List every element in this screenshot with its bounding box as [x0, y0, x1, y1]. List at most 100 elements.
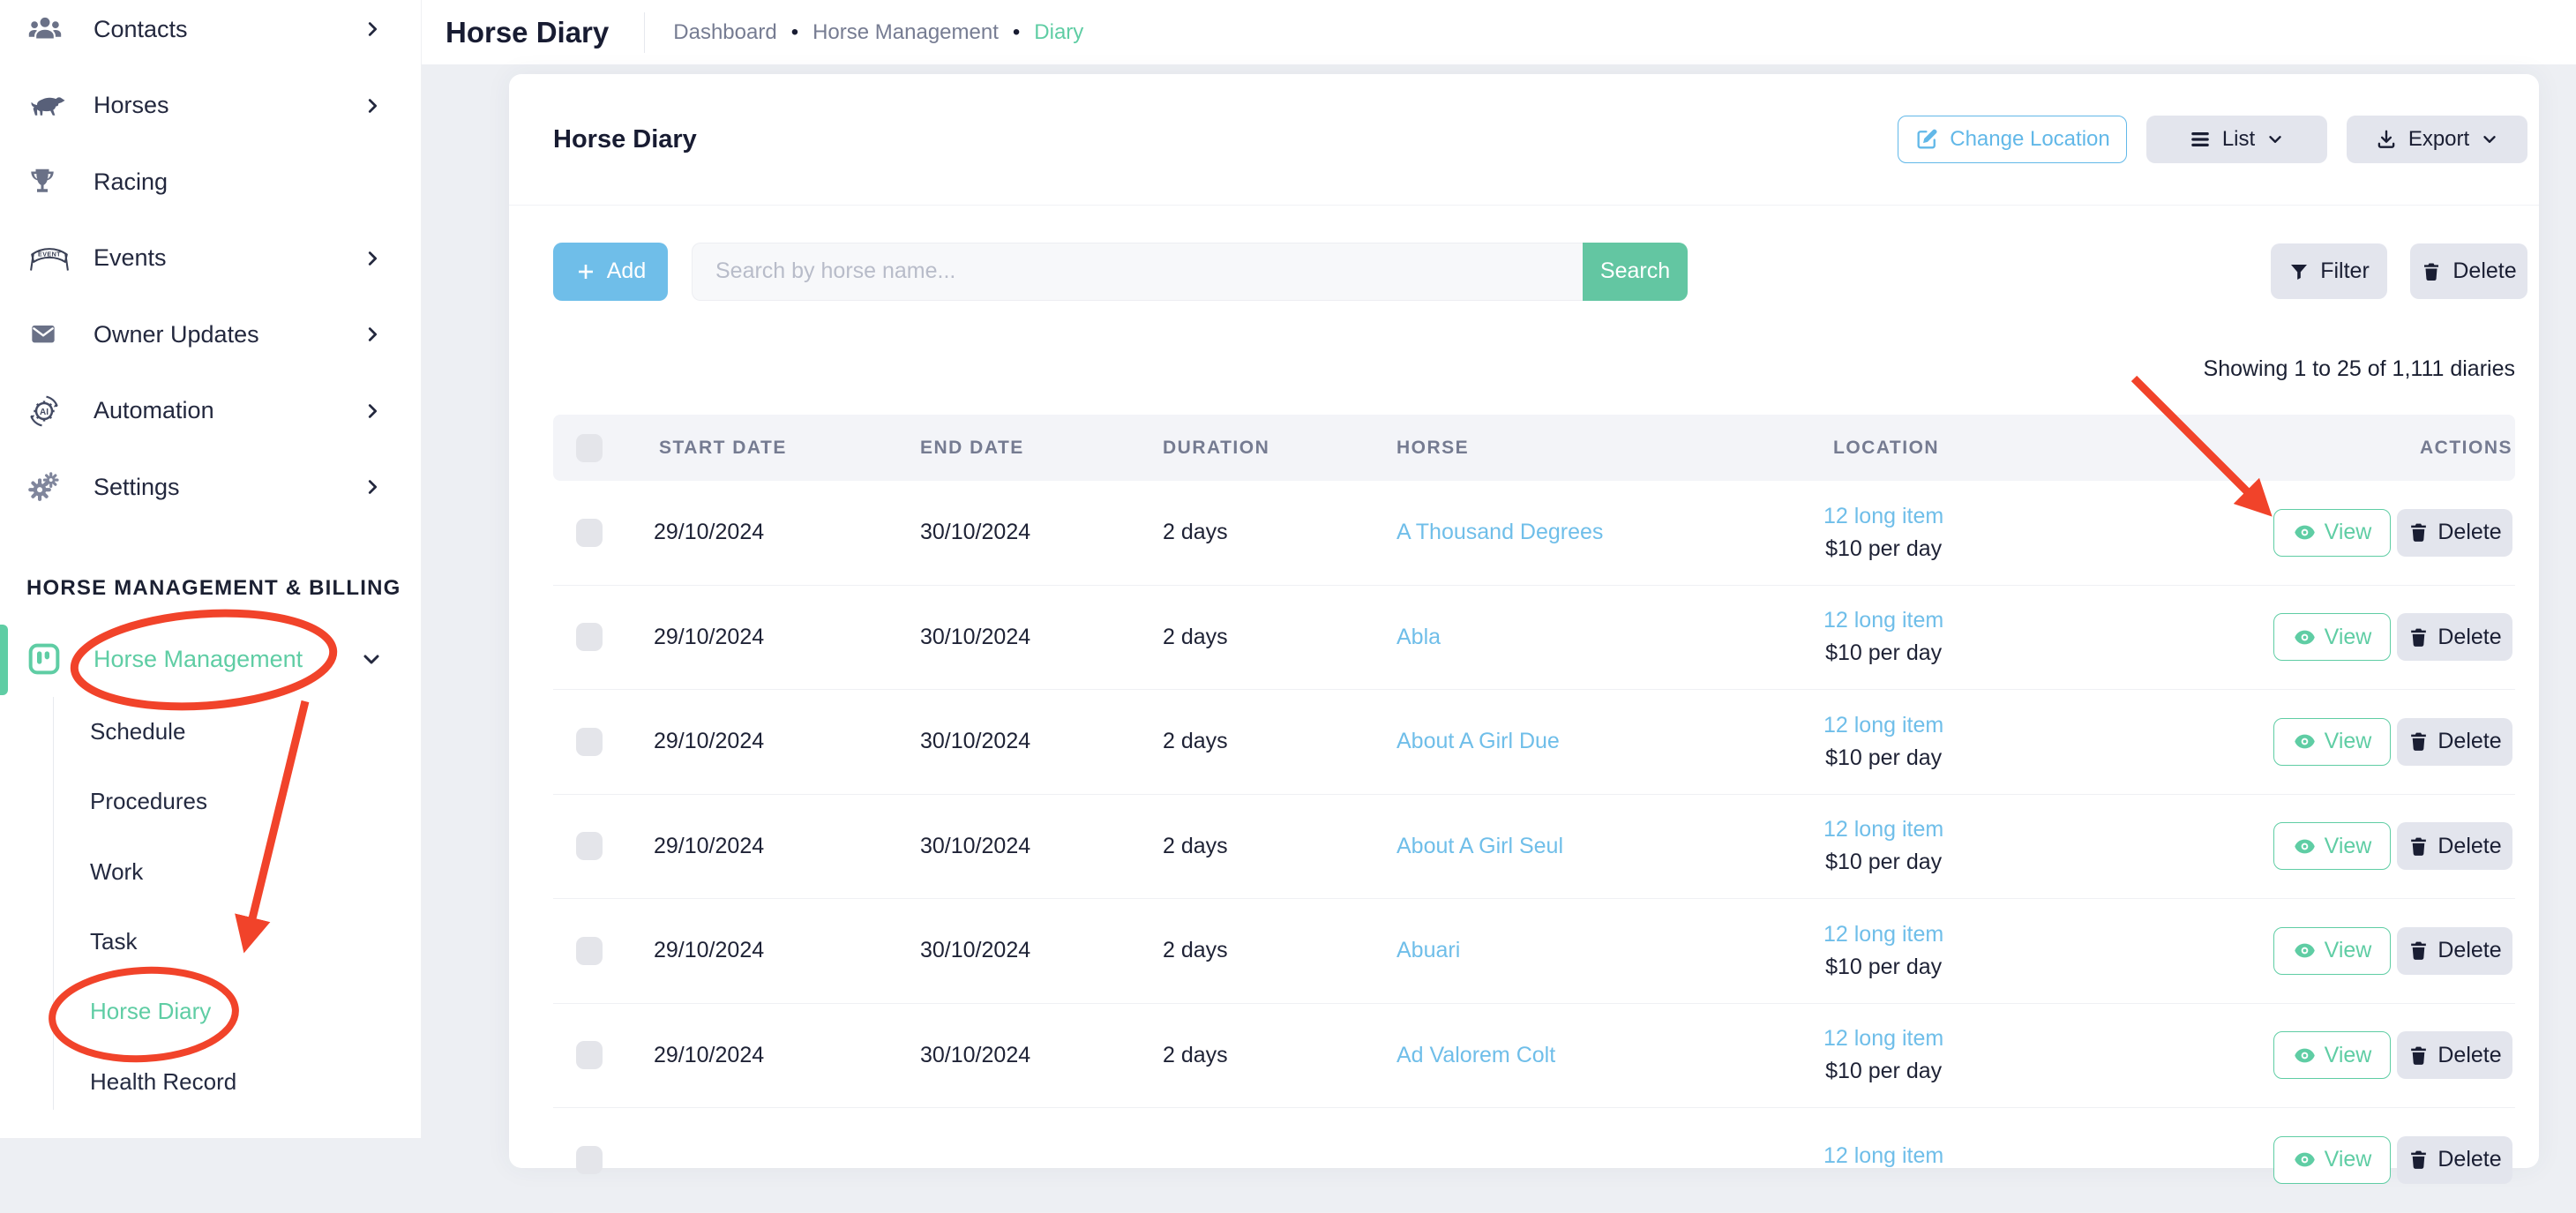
export-button[interactable]: Export	[2347, 116, 2527, 163]
delete-row-button[interactable]: Delete	[2397, 822, 2512, 871]
sidebar-item-contacts[interactable]: Contacts	[0, 0, 421, 68]
horse-link[interactable]: Abuari	[1397, 938, 1461, 963]
horse-diary-panel: Horse Diary Change Location List	[509, 74, 2539, 1213]
chevron-right-icon	[363, 477, 382, 497]
sidebar-item-horses[interactable]: Horses	[0, 68, 421, 145]
table-row: 29/10/2024 30/10/2024 2 days About A Gir…	[553, 690, 2515, 795]
horse-link[interactable]: Abla	[1397, 624, 1442, 649]
breadcrumb-horse-management[interactable]: Horse Management	[812, 19, 999, 44]
view-button[interactable]: View	[2273, 508, 2391, 557]
sidebar-item-settings[interactable]: Settings	[0, 449, 421, 526]
filter-button[interactable]: Filter	[2271, 243, 2387, 299]
trophy-icon	[31, 169, 54, 192]
sidebar-subitem-task[interactable]: Task	[90, 928, 138, 955]
search-bar: Search	[692, 242, 1688, 301]
contacts-icon	[28, 18, 62, 39]
view-button[interactable]: View	[2273, 717, 2391, 766]
eye-icon	[2293, 520, 2317, 544]
row-checkbox[interactable]	[576, 518, 603, 547]
sidebar-subitem-schedule[interactable]: Schedule	[90, 718, 186, 745]
delete-row-button[interactable]: Delete	[2397, 1135, 2512, 1184]
end-date-cell: 30/10/2024	[920, 729, 1031, 754]
location-cell: 12 long item	[1823, 1143, 1943, 1176]
sidebar-subitem-work[interactable]: Work	[90, 857, 144, 885]
start-date-cell: 29/10/2024	[654, 624, 765, 649]
trash-icon	[2408, 521, 2430, 543]
horse-link[interactable]: About A Girl Due	[1397, 729, 1560, 754]
start-date-cell: 29/10/2024	[654, 1042, 765, 1067]
delete-label: Delete	[2452, 258, 2517, 283]
sidebar-subitem-horse-diary[interactable]: Horse Diary	[90, 998, 212, 1025]
row-checkbox[interactable]	[576, 623, 603, 652]
horse-link[interactable]: Ad Valorem Colt	[1397, 1042, 1556, 1067]
view-button[interactable]: View	[2273, 613, 2391, 662]
row-checkbox[interactable]	[576, 1145, 603, 1174]
sidebar-subitem-procedures[interactable]: Procedures	[90, 788, 207, 815]
delete-row-button[interactable]: Delete	[2397, 1031, 2512, 1080]
list-view-button[interactable]: List	[2146, 116, 2327, 163]
sidebar-subitem-health-record[interactable]: Health Record	[90, 1067, 237, 1095]
eye-icon	[2293, 1148, 2317, 1172]
sidebar-item-racing[interactable]: Racing	[0, 144, 421, 221]
breadcrumb-dashboard[interactable]: Dashboard	[673, 19, 777, 44]
row-checkbox[interactable]	[576, 832, 603, 861]
sidebar-item-events[interactable]: EVENT Events	[0, 221, 421, 297]
end-date-cell: 30/10/2024	[920, 520, 1031, 545]
search-button[interactable]: Search	[1583, 242, 1688, 301]
row-checkbox[interactable]	[576, 1041, 603, 1070]
chevron-right-icon	[363, 401, 382, 421]
title-divider	[644, 11, 646, 53]
download-icon	[2375, 128, 2398, 151]
delete-row-button[interactable]: Delete	[2397, 717, 2512, 766]
location-cell: 12 long item $10 per day	[1823, 817, 1943, 875]
add-button[interactable]: Add	[553, 242, 668, 301]
gears-icon	[28, 472, 59, 502]
location-price: $10 per day	[1825, 850, 1943, 875]
duration-cell: 2 days	[1163, 833, 1228, 858]
export-label: Export	[2408, 127, 2470, 151]
trash-icon	[2408, 626, 2430, 648]
horse-link[interactable]: A Thousand Degrees	[1397, 520, 1604, 545]
breadcrumb-diary: Diary	[1034, 19, 1084, 44]
location-link[interactable]: 12 long item	[1823, 1026, 1944, 1052]
trash-icon	[2421, 261, 2442, 282]
row-checkbox[interactable]	[576, 727, 603, 756]
sidebar-item-horse-management[interactable]: Horse Management	[0, 621, 421, 697]
eye-icon	[2293, 835, 2317, 858]
eye-icon	[2293, 625, 2317, 649]
change-location-button[interactable]: Change Location	[1898, 116, 2127, 163]
location-link[interactable]: 12 long item	[1823, 712, 1944, 738]
start-date-cell: 29/10/2024	[654, 520, 765, 545]
chevron-down-icon	[2265, 130, 2285, 149]
location-cell: 12 long item $10 per day	[1823, 608, 1943, 666]
delete-row-button[interactable]: Delete	[2397, 508, 2512, 557]
sidebar-item-owner-updates[interactable]: Owner Updates	[0, 296, 421, 373]
search-input[interactable]	[692, 242, 1583, 301]
location-price: $10 per day	[1825, 640, 1943, 666]
location-cell: 12 long item $10 per day	[1823, 1026, 1943, 1084]
svg-text:EVENT: EVENT	[38, 251, 61, 258]
location-link[interactable]: 12 long item	[1823, 817, 1944, 842]
delete-row-button[interactable]: Delete	[2397, 613, 2512, 662]
table-row: 29/10/2024 30/10/2024 2 days A Thousand …	[553, 481, 2515, 586]
automation-icon: AI	[30, 395, 58, 427]
delete-row-button[interactable]: Delete	[2397, 926, 2512, 975]
view-button[interactable]: View	[2273, 1031, 2391, 1080]
location-link[interactable]: 12 long item	[1823, 1143, 1944, 1169]
view-button[interactable]: View	[2273, 926, 2391, 975]
view-button[interactable]: View	[2273, 822, 2391, 871]
location-link[interactable]: 12 long item	[1823, 503, 1944, 528]
start-date-cell: 29/10/2024	[654, 729, 765, 754]
sidebar-item-automation[interactable]: AI Automation	[0, 373, 421, 450]
eye-icon	[2293, 939, 2317, 962]
location-link[interactable]: 12 long item	[1823, 921, 1944, 947]
location-link[interactable]: 12 long item	[1823, 608, 1944, 633]
select-all-checkbox[interactable]	[576, 433, 603, 462]
view-button[interactable]: View	[2273, 1135, 2391, 1184]
delete-button[interactable]: Delete	[2410, 243, 2527, 299]
chevron-right-icon	[363, 19, 382, 39]
horse-link[interactable]: About A Girl Seul	[1397, 833, 1564, 858]
row-checkbox[interactable]	[576, 936, 603, 965]
column-header-location: LOCATION	[1833, 437, 1940, 458]
table-header-row: START DATE END DATE DURATION HORSE LOCAT…	[553, 415, 2515, 481]
